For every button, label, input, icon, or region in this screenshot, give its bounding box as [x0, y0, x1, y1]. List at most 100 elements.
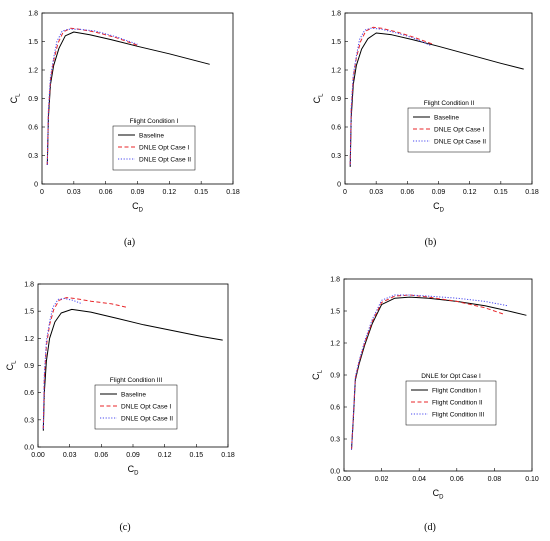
- y-tick-label: 0.3: [331, 153, 341, 160]
- y-tick-label: 1.2: [331, 68, 341, 75]
- legend-entry: DNLE Opt Case II: [434, 138, 486, 145]
- y-tick-label: 0.3: [24, 417, 34, 424]
- series-line-2: [46, 27, 138, 166]
- plot-frame: [344, 12, 533, 185]
- legend-title: Flight Condition I: [130, 118, 179, 125]
- chart-panel-3: 0.00 0.03 0.06 0.09 0.12 0.15 0.18 0.0 0.3 0.6 0.9…: [5, 282, 235, 534]
- panel-caption: (b): [425, 237, 437, 248]
- y-tick-label: 1.8: [331, 11, 341, 18]
- x-tick-label: 0.18: [221, 452, 235, 459]
- panel-caption: (c): [119, 522, 130, 533]
- y-tick-label: 0.6: [28, 125, 38, 132]
- legend-entry: Flight Condition III: [432, 411, 485, 418]
- x-axis-label: CD: [128, 464, 140, 477]
- x-tick-label: 0.15: [190, 452, 204, 459]
- legend-box: [112, 125, 196, 171]
- x-tick-label: 0.03: [369, 189, 383, 196]
- x-tick-label: 0.00: [337, 476, 351, 483]
- y-tick-label: 1.5: [24, 309, 34, 316]
- x-tick-label: 0.04: [412, 476, 426, 483]
- series-line-2: [351, 294, 504, 450]
- legend: Baseline DNLE Opt Case I DNLE Opt Case II: [94, 384, 178, 430]
- chart-panel-2: 0 0.03 0.06 0.09 0.12 0.15 0.18 0 0.3 0.6 0.9 1.2 1.…: [312, 11, 539, 249]
- x-axis-label: CD: [433, 488, 445, 501]
- legend-entry: DNLE Opt Case I: [139, 144, 189, 151]
- x-tick-label: 0.09: [126, 452, 140, 459]
- series-line-3: [42, 298, 83, 429]
- legend: Flight Condition I Flight Condition II Fli…: [405, 380, 497, 426]
- chart-panel-4: 0.00 0.02 0.04 0.06 0.08 0.10 0.0 0.3 0.6 0.9 1.2 1…: [311, 277, 539, 534]
- legend-entry: DNLE Opt Case I: [434, 126, 484, 133]
- x-tick-label: 0.00: [31, 452, 45, 459]
- series-line-2: [42, 297, 128, 429]
- x-tick-label: 0.12: [463, 189, 477, 196]
- legend-box: [405, 380, 497, 426]
- legend-entry: DNLE Opt Case I: [121, 403, 171, 410]
- legend-entry: Baseline: [139, 132, 164, 139]
- y-tick-label: 1.2: [330, 341, 340, 348]
- plot-frame: [343, 278, 533, 472]
- legend-entry: Baseline: [434, 114, 459, 121]
- x-tick-label: 0.02: [375, 476, 389, 483]
- panel-caption: (a): [124, 237, 135, 248]
- x-tick-label: 0.12: [158, 452, 172, 459]
- legend-title: Flight Condition II: [424, 100, 475, 107]
- chart-panel-1: 0 0.03 0.06 0.09 0.12 0.15 0.18 0 0.3 0.6 0.9 1.2 1.…: [9, 11, 240, 249]
- legend-title: DNLE for Opt Case I: [421, 373, 481, 380]
- y-tick-label: 1.2: [24, 336, 34, 343]
- y-tick-label: 0.9: [331, 96, 341, 103]
- x-axis-label: CD: [132, 201, 144, 214]
- series-line-3: [349, 27, 431, 166]
- y-tick-label: 0: [337, 182, 341, 189]
- y-tick-label: 1.8: [24, 282, 34, 289]
- y-tick-label: 0.3: [28, 153, 38, 160]
- x-tick-label: 0.18: [226, 189, 240, 196]
- y-tick-label: 0.9: [330, 373, 340, 380]
- x-tick-label: 0.15: [194, 189, 208, 196]
- legend-entry: DNLE Opt Case II: [139, 156, 191, 163]
- y-tick-label: 1.8: [330, 277, 340, 284]
- x-tick-label: 0: [40, 189, 44, 196]
- series-line-3: [351, 294, 508, 450]
- legend-box: [407, 107, 491, 153]
- legend-entry: Flight Condition I: [432, 387, 481, 394]
- x-tick-label: 0.18: [525, 189, 539, 196]
- x-tick-label: 0.03: [67, 189, 81, 196]
- x-tick-label: 0.06: [95, 452, 109, 459]
- y-tick-label: 1.5: [330, 309, 340, 316]
- x-tick-label: 0.09: [432, 189, 446, 196]
- x-tick-label: 0.06: [99, 189, 113, 196]
- x-axis-label: CD: [433, 201, 445, 214]
- y-tick-label: 0.6: [330, 405, 340, 412]
- y-tick-label: 0.6: [331, 125, 341, 132]
- x-tick-label: 0.03: [63, 452, 77, 459]
- series-line-1: [42, 308, 223, 431]
- y-axis-label: CL: [311, 369, 324, 380]
- y-tick-label: 1.8: [28, 11, 38, 18]
- y-tick-label: 0.6: [24, 390, 34, 397]
- legend-entry: Baseline: [121, 391, 146, 398]
- y-axis-label: CL: [5, 360, 18, 371]
- panel-caption: (d): [424, 522, 436, 533]
- y-tick-label: 1.5: [28, 39, 38, 46]
- x-tick-label: 0.10: [525, 476, 539, 483]
- y-tick-label: 0.0: [24, 445, 34, 452]
- legend: Baseline DNLE Opt Case I DNLE Opt Case II: [407, 107, 491, 153]
- y-tick-label: 0.9: [28, 96, 38, 103]
- legend-entry: Flight Condition II: [432, 399, 483, 406]
- x-tick-label: 0.15: [494, 189, 508, 196]
- y-tick-label: 1.2: [28, 68, 38, 75]
- legend-title: Flight Condition III: [110, 377, 163, 384]
- x-tick-label: 0.12: [163, 189, 177, 196]
- y-tick-label: 0: [34, 182, 38, 189]
- y-tick-label: 0.3: [330, 437, 340, 444]
- x-tick-label: 0.06: [450, 476, 464, 483]
- y-axis-label: CL: [9, 93, 22, 104]
- y-tick-label: 1.5: [331, 39, 341, 46]
- x-tick-label: 0: [343, 189, 347, 196]
- y-tick-label: 0.9: [24, 363, 34, 370]
- legend-entry: DNLE Opt Case II: [121, 415, 173, 422]
- legend-box: [94, 384, 178, 430]
- x-tick-label: 0.06: [401, 189, 415, 196]
